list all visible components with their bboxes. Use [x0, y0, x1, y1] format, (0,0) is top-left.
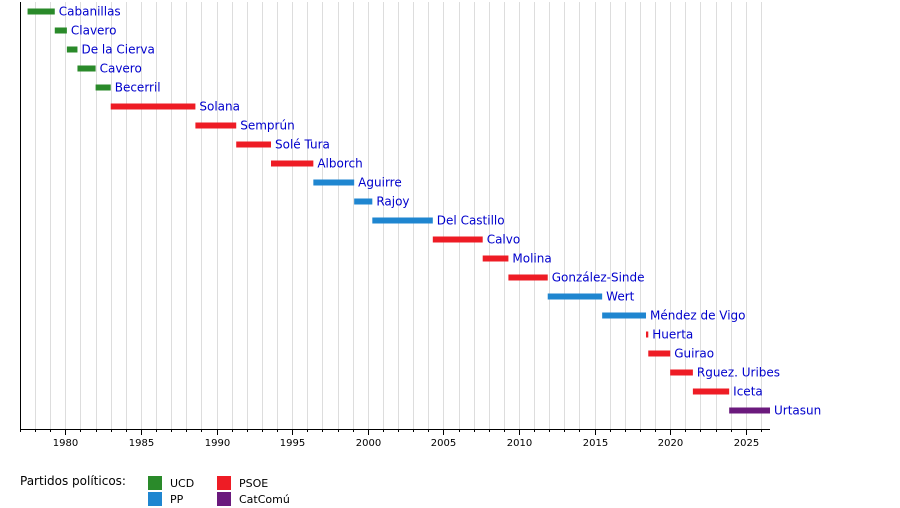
- minister-bar: [646, 331, 649, 338]
- minister-label: Huerta: [652, 328, 693, 342]
- minister-bar: [271, 160, 314, 167]
- legend-swatch-catcomu: [217, 492, 231, 506]
- minister-label: Solana: [199, 100, 240, 114]
- minister-label: Rguez. Uribes: [697, 366, 780, 380]
- minister-bar: [54, 27, 67, 34]
- minister-bar: [547, 293, 603, 300]
- minister-label: Cavero: [100, 62, 142, 76]
- minister-bar: [236, 141, 272, 148]
- legend-label-catcomu: CatComú: [239, 492, 290, 506]
- grid-lines: [20, 2, 762, 429]
- minister-bar: [372, 217, 433, 224]
- minister-label: Calvo: [487, 233, 521, 247]
- legend-item-catcomu: CatComú: [217, 492, 290, 506]
- legend-swatch-psoe: [217, 476, 231, 490]
- x-tick-label: 1985: [129, 438, 154, 449]
- minister-bar: [313, 179, 355, 186]
- x-tick-label: 2010: [507, 438, 532, 449]
- legend-item-ucd: UCD: [148, 476, 194, 490]
- legend-item-pp: PP: [148, 492, 183, 506]
- minister-bar: [602, 312, 647, 319]
- minister-label: De la Cierva: [81, 43, 154, 57]
- minister-bar: [508, 274, 548, 281]
- minister-label: Molina: [512, 252, 551, 266]
- legend-swatch-pp: [148, 492, 162, 506]
- minister-label: Becerril: [115, 81, 161, 95]
- minister-label: Rajoy: [376, 195, 409, 209]
- x-tick-label: 2020: [658, 438, 683, 449]
- minister-bar: [195, 122, 237, 129]
- minister-bars: [27, 8, 770, 414]
- minister-label: Alborch: [317, 157, 362, 171]
- legend-label-ucd: UCD: [170, 476, 195, 490]
- x-tick-label: 1995: [280, 438, 305, 449]
- legend-title: Partidos políticos:: [20, 474, 126, 488]
- minister-label: Cabanillas: [59, 5, 121, 19]
- x-tick-label: 2025: [734, 438, 759, 449]
- minister-label: González-Sinde: [552, 271, 645, 285]
- timeline-chart: 1980 1985 1990 1995 2000 2005 2010 2015 2020 2025…: [20, 2, 821, 449]
- minister-label: Guirao: [674, 347, 714, 361]
- minister-bar: [66, 46, 78, 53]
- minister-bar: [110, 103, 196, 110]
- minister-bar: [482, 255, 509, 262]
- minister-bar: [27, 8, 55, 15]
- minister-bar: [729, 407, 770, 414]
- x-tick-label: 1990: [205, 438, 230, 449]
- minister-bar: [95, 84, 111, 91]
- minister-label: Iceta: [733, 385, 763, 399]
- minister-bar: [692, 388, 730, 395]
- legend-label-pp: PP: [170, 492, 184, 506]
- minister-label: Méndez de Vigo: [650, 309, 746, 323]
- minister-bar: [432, 236, 483, 243]
- x-tick-label: 1980: [53, 438, 78, 449]
- x-tick-label: 2015: [583, 438, 608, 449]
- minister-label: Solé Tura: [275, 138, 330, 152]
- minister-bar: [648, 350, 671, 357]
- minister-labels: Cabanillas Clavero De la Cierva Cavero Becer…: [59, 5, 821, 418]
- minister-bar: [670, 369, 693, 376]
- minister-label: Del Castillo: [437, 214, 505, 228]
- minister-label: Aguirre: [358, 176, 402, 190]
- minister-bar: [354, 198, 373, 205]
- minister-label: Clavero: [71, 24, 117, 38]
- x-tick-label: 2000: [356, 438, 381, 449]
- legend-label-psoe: PSOE: [239, 476, 269, 490]
- minister-label: Urtasun: [774, 404, 821, 418]
- minister-label: Semprún: [240, 119, 294, 133]
- x-tick-label: 2005: [431, 438, 456, 449]
- legend-swatch-ucd: [148, 476, 162, 490]
- legend-item-psoe: PSOE: [217, 476, 268, 490]
- axes: 1980 1985 1990 1995 2000 2005 2010 2015 2020 2025: [20, 2, 770, 449]
- minister-bar: [77, 65, 96, 72]
- minister-label: Wert: [606, 290, 634, 304]
